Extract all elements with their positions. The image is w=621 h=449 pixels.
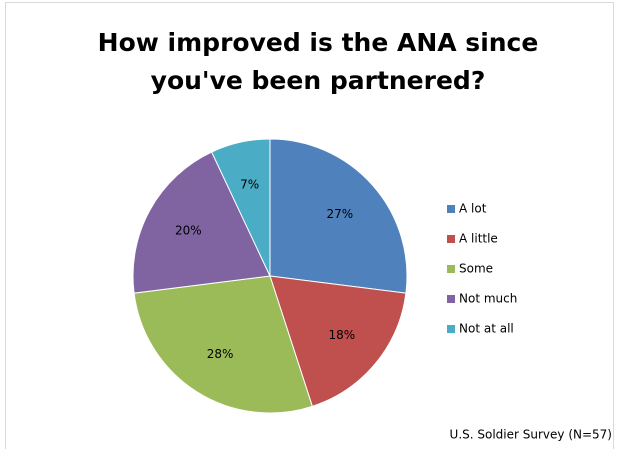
legend-label: A lot <box>459 202 487 216</box>
pie-slice <box>133 275 313 414</box>
legend-swatch <box>447 265 455 273</box>
legend-swatch <box>447 205 455 213</box>
data-label: 27% <box>327 207 354 221</box>
pie-slice <box>132 151 271 294</box>
legend-swatch <box>447 295 455 303</box>
pie-slice <box>269 275 407 407</box>
legend-swatch <box>447 325 455 333</box>
data-label: 7% <box>240 178 259 192</box>
legend-label: Not much <box>459 292 517 306</box>
legend-swatch <box>447 235 455 243</box>
legend-label: Not at all <box>459 322 514 336</box>
data-label: 18% <box>328 328 355 342</box>
legend-label: A little <box>459 232 498 246</box>
pie-slice <box>211 138 271 277</box>
note: U.S. Soldier Survey (N=57) <box>450 428 612 442</box>
data-label: 28% <box>207 347 234 361</box>
chart-border <box>5 2 614 449</box>
chart-title: How improved is the ANA since you've bee… <box>97 28 539 95</box>
pie-slice <box>269 138 408 294</box>
legend-label: Some <box>459 262 493 276</box>
data-label: 20% <box>175 224 202 238</box>
